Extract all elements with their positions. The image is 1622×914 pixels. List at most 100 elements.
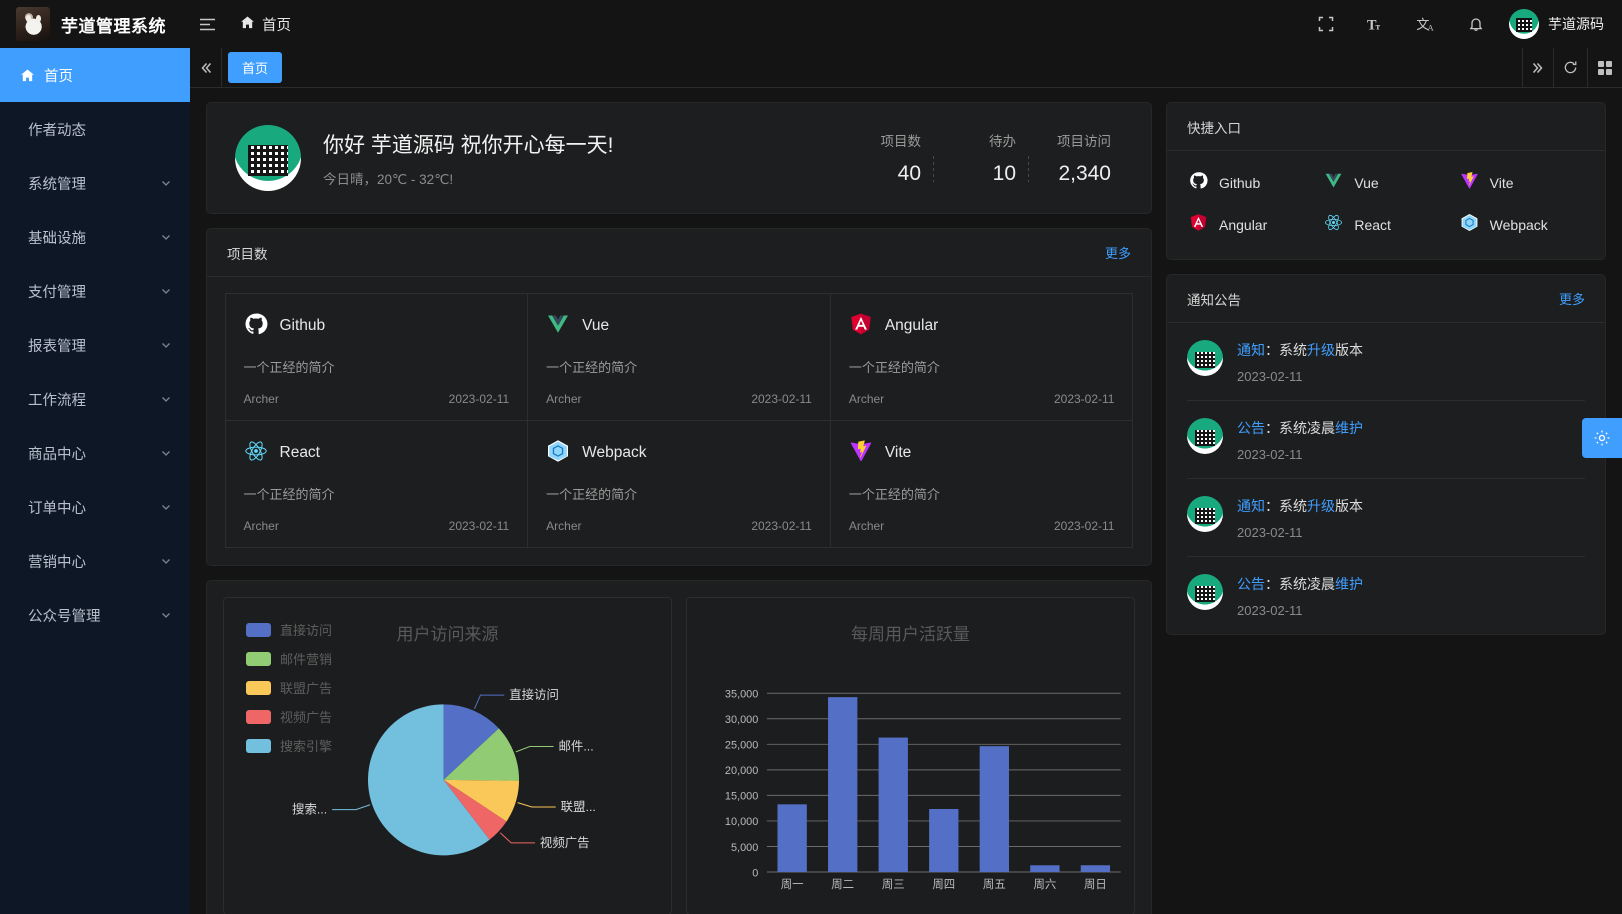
sidebar-item-label: 工作流程: [28, 392, 86, 409]
pie-slice: [443, 779, 520, 822]
sidebar-item-0[interactable]: 首页: [0, 48, 190, 102]
sidebar-item-9[interactable]: 营销中心: [0, 534, 190, 588]
topbar-actions: T т 文 A 芋道源码: [1309, 7, 1622, 41]
app-logo-icon: [16, 7, 50, 41]
project-date: 2023-02-11: [448, 518, 510, 533]
menu-icon[interactable]: [190, 7, 224, 41]
legend-item[interactable]: 联盟广告: [246, 678, 332, 697]
stat-1: 待办 10: [933, 130, 1028, 186]
quick-entry-card: 快捷入口 Github Vue Vite Angular React Webpack: [1166, 102, 1606, 260]
pie-slice: [368, 704, 490, 856]
chevron-double-right-icon[interactable]: [1522, 48, 1554, 87]
notice-date: 2023-02-11: [1237, 369, 1303, 384]
legend-label: 视频广告: [280, 710, 333, 725]
sidebar-item-5[interactable]: 报表管理: [0, 318, 190, 372]
sidebar-item-3[interactable]: 基础设施: [0, 210, 190, 264]
project-author: Archer: [243, 391, 279, 406]
grid-icon[interactable]: [1588, 48, 1622, 87]
legend-item[interactable]: 搜索引擎: [246, 736, 332, 755]
refresh-icon[interactable]: [1554, 48, 1588, 87]
y-axis-tick-label: 20,000: [725, 765, 758, 777]
projects-more-link[interactable]: 更多: [1104, 246, 1131, 261]
sidebar-item-8[interactable]: 订单中心: [0, 480, 190, 534]
notices-more-link[interactable]: 更多: [1558, 292, 1585, 307]
translate-icon[interactable]: 文 A: [1409, 7, 1443, 41]
sidebar-item-1[interactable]: 作者动态: [0, 102, 190, 156]
notice-item[interactable]: 通知：系统升级版本 2023-02-11: [1187, 479, 1585, 557]
sidebar-item-label: 商品中心: [28, 446, 86, 463]
sidebar-item-7[interactable]: 商品中心: [0, 426, 190, 480]
gear-icon[interactable]: [1582, 418, 1622, 458]
charts-card: 用户访问来源 直接访问 邮件营销 联盟广告 视频广告 搜索引擎 直接访问 邮件... 联盟.…: [206, 580, 1152, 914]
sidebar-item-label: 作者动态: [28, 122, 86, 139]
project-desc: 一个正经的简介: [243, 359, 335, 375]
sidebar-item-4[interactable]: 支付管理: [0, 264, 190, 318]
sidebar-item-2[interactable]: 系统管理: [0, 156, 190, 210]
quick-entry-label: Vue: [1354, 175, 1379, 191]
vite-icon: [1460, 171, 1479, 195]
notice-item[interactable]: 公告：系统凌晨维护 2023-02-11: [1187, 557, 1585, 634]
project-card[interactable]: Vue 一个正经的简介 Archer 2023-02-11: [527, 292, 831, 421]
angular-icon: [849, 312, 873, 341]
fullscreen-icon[interactable]: [1309, 7, 1343, 41]
quick-entry-item[interactable]: Github: [1189, 171, 1314, 195]
tab-0[interactable]: 首页: [228, 52, 283, 83]
brand[interactable]: 芋道管理系统: [0, 7, 190, 41]
project-date: 2023-02-11: [751, 391, 812, 406]
y-axis-tick-label: 35,000: [725, 689, 758, 701]
project-card[interactable]: React 一个正经的简介 Archer 2023-02-11: [224, 419, 529, 548]
project-desc: 一个正经的简介: [848, 359, 940, 375]
sidebar-item-10[interactable]: 公众号管理: [0, 588, 190, 642]
quick-entry-item[interactable]: Vite: [1460, 171, 1585, 195]
quick-entry-item[interactable]: Angular: [1189, 213, 1314, 237]
project-card[interactable]: Webpack 一个正经的简介 Archer 2023-02-11: [527, 419, 831, 548]
stat-value: 2,340: [1058, 162, 1111, 185]
project-card[interactable]: Github 一个正经的简介 Archer 2023-02-11: [224, 292, 529, 421]
chevron-double-left-icon[interactable]: [190, 48, 222, 87]
project-date: 2023-02-11: [448, 391, 510, 406]
pie-leader-line: [474, 694, 505, 709]
notice-item[interactable]: 通知：系统升级版本 2023-02-11: [1187, 323, 1585, 401]
project-date: 2023-02-11: [1053, 518, 1115, 533]
pie-chart-legend: 直接访问邮件营销联盟广告视频广告搜索引擎: [246, 620, 332, 755]
project-card[interactable]: Vite 一个正经的简介 Archer 2023-02-11: [829, 419, 1134, 548]
dashboard-side-column: 快捷入口 Github Vue Vite Angular React Webpack 通知…: [1166, 102, 1606, 914]
breadcrumb[interactable]: 首页: [240, 14, 291, 35]
sidebar-item-label: 首页: [44, 68, 73, 85]
stat-value: 40: [897, 162, 921, 185]
bell-icon[interactable]: [1459, 7, 1493, 41]
notice-title[interactable]: 通知：系统升级版本: [1237, 342, 1363, 358]
user-menu[interactable]: 芋道源码: [1509, 9, 1604, 39]
pie-leader-line: [499, 832, 535, 844]
qrcode-avatar: [235, 125, 301, 191]
project-desc: 一个正经的简介: [546, 359, 638, 375]
pie-chart: 用户访问来源 直接访问 邮件营销 联盟广告 视频广告 搜索引擎 直接访问 邮件... 联盟.…: [223, 597, 672, 914]
notice-title[interactable]: 公告：系统凌晨维护: [1237, 420, 1363, 436]
font-size-icon[interactable]: T т: [1359, 7, 1393, 41]
project-card[interactable]: Angular 一个正经的简介 Archer 2023-02-11: [829, 292, 1134, 421]
breadcrumb-label: 首页: [262, 17, 291, 34]
svg-text:т: т: [1375, 22, 1380, 32]
project-desc: 一个正经的简介: [848, 486, 940, 502]
chevron-down-icon: [160, 609, 172, 621]
legend-item[interactable]: 邮件营销: [246, 649, 332, 668]
vue-icon: [1324, 171, 1343, 195]
notices-title: 通知公告: [1187, 292, 1241, 308]
projects-title: 项目数: [227, 246, 268, 262]
legend-label: 联盟广告: [280, 681, 333, 696]
quick-entry-item[interactable]: Vue: [1324, 171, 1449, 195]
stat-0: 项目数 40: [838, 130, 933, 186]
quick-entry-item[interactable]: Webpack: [1460, 213, 1585, 237]
quick-entry-item[interactable]: React: [1324, 213, 1449, 237]
sidebar-item-label: 支付管理: [28, 284, 86, 301]
bar: [979, 746, 1009, 873]
notice-item[interactable]: 公告：系统凌晨维护 2023-02-11: [1187, 401, 1585, 479]
bar: [777, 804, 807, 873]
legend-item[interactable]: 视频广告: [246, 707, 332, 726]
x-axis-tick-label: 周二: [831, 878, 854, 891]
notice-title[interactable]: 通知：系统升级版本: [1237, 498, 1363, 514]
project-author: Archer: [243, 518, 279, 533]
notice-title[interactable]: 公告：系统凌晨维护: [1237, 576, 1363, 592]
legend-item[interactable]: 直接访问: [246, 620, 332, 639]
sidebar-item-6[interactable]: 工作流程: [0, 372, 190, 426]
